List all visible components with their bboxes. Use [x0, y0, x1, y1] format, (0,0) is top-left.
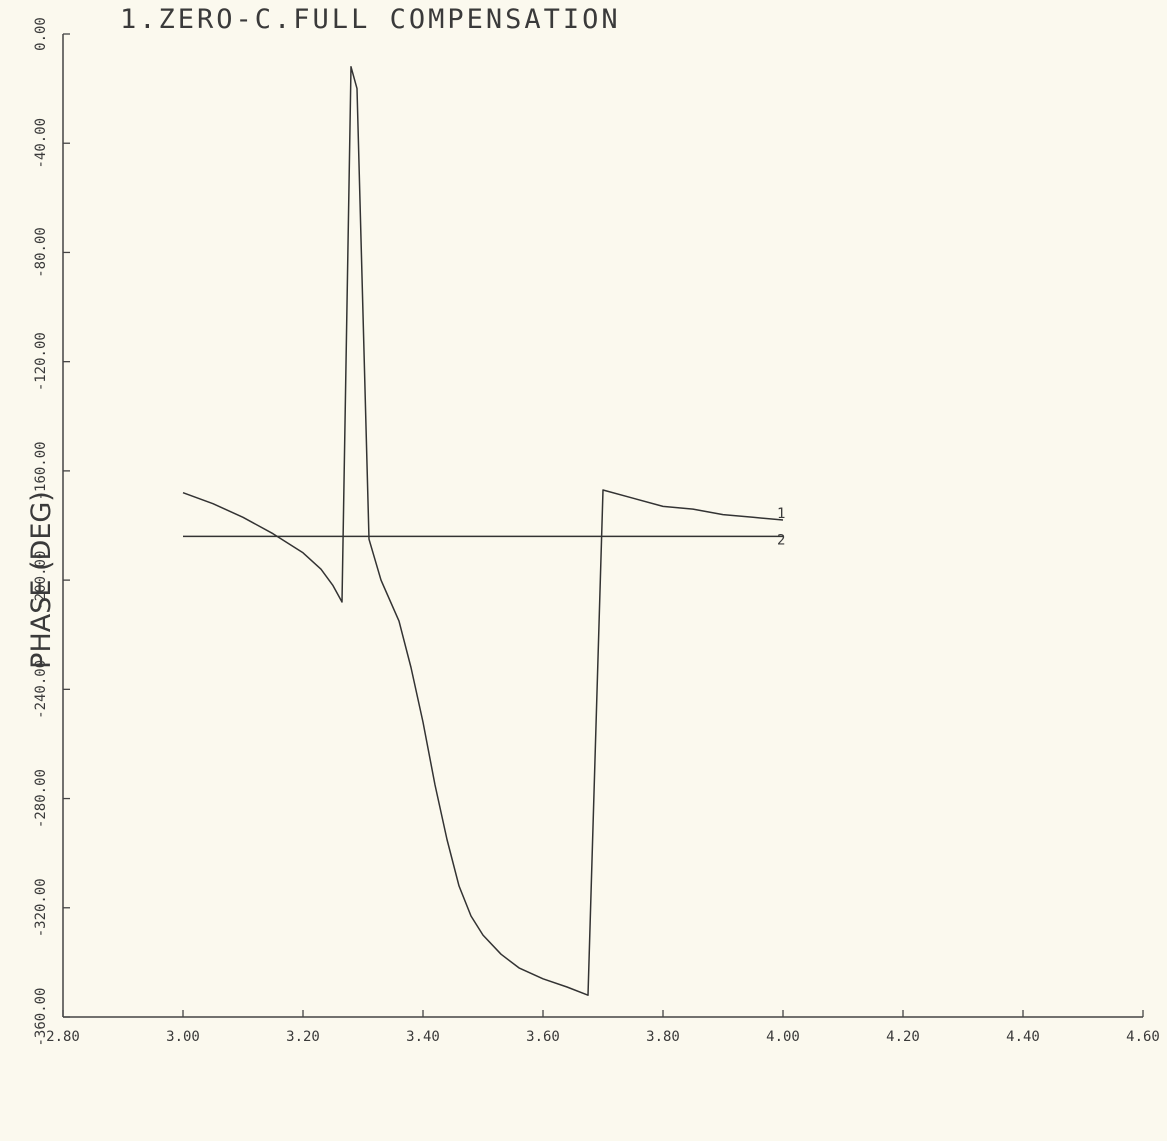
y-axis-label: PHASE (DEG)	[26, 491, 57, 669]
y-tick-label: 0.00	[33, 17, 49, 51]
series-layer: 12	[182, 66, 785, 996]
x-tick-label: 3.60	[526, 1029, 560, 1045]
x-tick-label: 3.20	[286, 1029, 320, 1045]
x-tick-label: 3.40	[406, 1029, 440, 1045]
x-tick-label: 4.00	[766, 1029, 800, 1045]
x-tick-label: 4.20	[886, 1029, 920, 1045]
y-tick-label: -40.00	[33, 118, 49, 169]
x-tick-label: 3.80	[646, 1029, 680, 1045]
series-1-label: 1	[777, 506, 785, 522]
y-tick-label: -120.00	[33, 332, 49, 391]
x-tick-label: 4.60	[1126, 1029, 1160, 1045]
y-tick-label: -240.00	[33, 660, 49, 719]
x-tick-label: 2.80	[46, 1029, 80, 1045]
y-tick-label: -320.00	[33, 878, 49, 937]
y-tick-label: -160.00	[33, 441, 49, 500]
chart-title: 1.ZERO-C.FULL COMPENSATION	[120, 4, 621, 35]
y-tick-label: -200.00	[33, 551, 49, 610]
y-tick-label: -360.00	[33, 987, 49, 1046]
x-tick-label: 4.40	[1006, 1029, 1040, 1045]
series-2-label: 2	[777, 532, 785, 548]
axes: 2.80 3.00 3.20 3.40 3.60 3.80 4.00 4.20 4.40 4.60…	[33, 17, 1160, 1046]
series-1-line	[182, 66, 784, 996]
x-tick-label: 3.00	[166, 1029, 200, 1045]
y-tick-label: -280.00	[33, 769, 49, 828]
y-tick-label: -80.00	[33, 227, 49, 278]
